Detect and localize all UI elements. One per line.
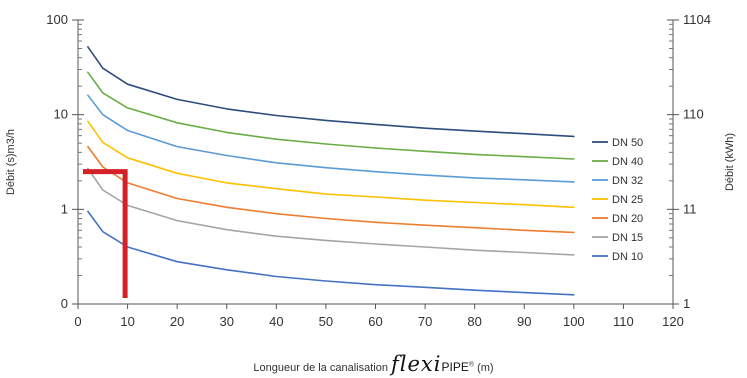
series-line	[87, 46, 575, 138]
legend-label: DN 25	[612, 194, 643, 206]
legend-label: DN 15	[612, 232, 643, 244]
x-tick-label: 100	[563, 314, 585, 329]
series-line	[87, 210, 575, 296]
y-axis-title-right: Débit (kWh)	[724, 133, 736, 191]
y-tick-label-left: 1	[61, 201, 68, 216]
series-line	[87, 145, 575, 234]
registered-mark: ®	[468, 361, 475, 369]
x-tick-label: 110	[613, 314, 634, 329]
series-line	[87, 71, 575, 160]
series-line	[87, 120, 575, 209]
legend-label: DN 10	[612, 251, 643, 263]
legend-label: DN 20	[612, 213, 643, 225]
y-tick-label-right: 1104	[683, 12, 711, 27]
legend-label: DN 32	[612, 175, 643, 187]
y-axis-title-left: Débit (s)m3/h	[5, 129, 17, 195]
x-tick-label: 0	[74, 314, 81, 329]
x-axis-title-prefix: Longueur de la canalisation	[253, 362, 388, 374]
y-tick-label-left: 100	[46, 12, 68, 27]
x-tick-label: 80	[467, 314, 481, 329]
x-axis-title: Longueur de la canalisation flexiPIPE® (…	[0, 352, 747, 376]
flexipipe-logo: flexi	[391, 352, 442, 376]
x-tick-label: 50	[319, 314, 333, 329]
x-tick-label: 120	[662, 314, 684, 329]
x-tick-label: 20	[170, 314, 184, 329]
x-axis-title-unit: (m)	[477, 362, 494, 374]
x-tick-label: 30	[220, 314, 234, 329]
flexipipe-logo-suffix: PIPE	[441, 360, 469, 374]
x-tick-label: 70	[418, 314, 432, 329]
y-tick-label-right: 11	[683, 201, 697, 216]
x-tick-label: 40	[269, 314, 283, 329]
y-tick-label-right: 110	[683, 107, 704, 122]
x-tick-label: 10	[120, 314, 134, 329]
x-tick-label: 60	[368, 314, 382, 329]
legend-label: DN 50	[612, 137, 643, 149]
legend-label: DN 40	[612, 156, 643, 168]
y-tick-label-right: 1	[683, 296, 690, 311]
series-line	[87, 94, 575, 183]
x-tick-label: 90	[517, 314, 531, 329]
series-line	[87, 167, 575, 256]
y-tick-label-left: 10	[54, 107, 68, 122]
y-tick-label-left: 0	[61, 296, 68, 311]
